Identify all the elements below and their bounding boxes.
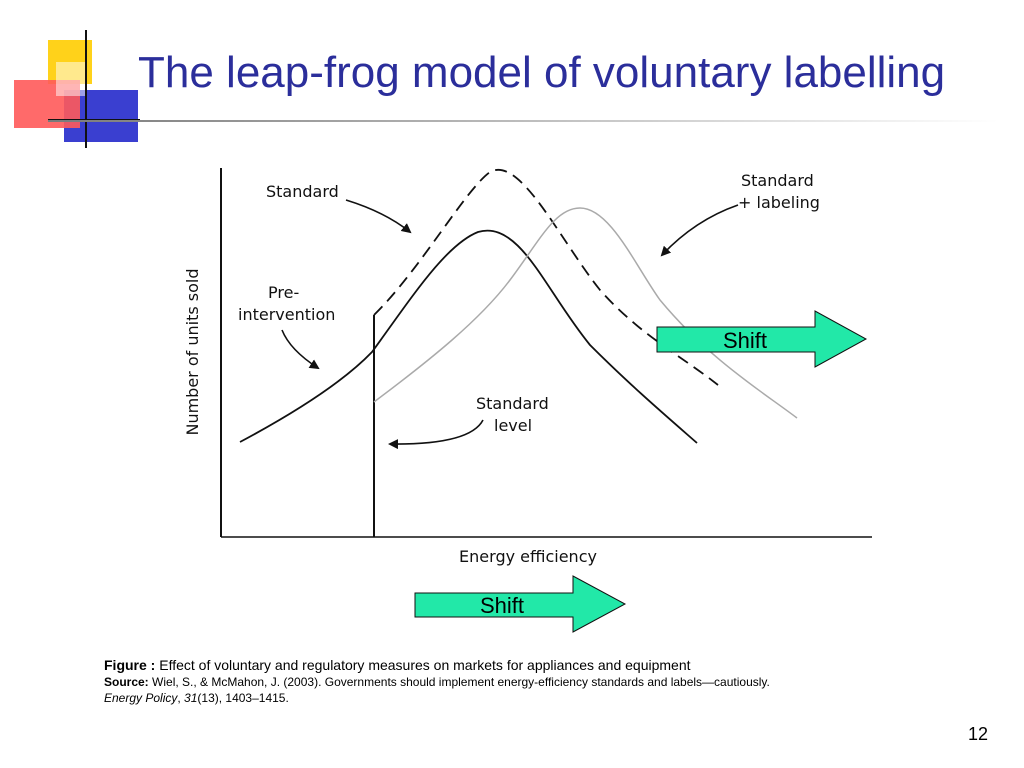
caption-source-label: Source: — [104, 675, 149, 689]
label-pre-intervention-1: Pre- — [268, 283, 299, 302]
caption-figure-label: Figure : — [104, 657, 156, 673]
standard-labeling-curve — [373, 207, 798, 419]
shift-arrow-bottom-label: Shift — [480, 593, 524, 618]
caption-journal-line: Energy Policy, 31(13), 1403–1415. — [104, 690, 770, 706]
label-standard: Standard — [266, 182, 339, 201]
label-standard-labeling-1: Standard — [741, 171, 814, 190]
pre-intervention-pointer-arrow — [281, 329, 320, 370]
label-standard-level-2: level — [494, 416, 532, 435]
x-axis-label: Energy efficiency — [459, 547, 597, 566]
caption-volume: 31 — [184, 691, 198, 705]
shift-arrow-top-label: Shift — [723, 328, 767, 353]
page-number: 12 — [968, 724, 989, 744]
shift-arrow-top: Shift — [656, 310, 868, 368]
figure-caption: Figure : Effect of voluntary and regulat… — [104, 656, 770, 706]
caption-journal: Energy Policy — [104, 691, 178, 705]
title-rule — [48, 120, 998, 122]
caption-comma: , — [177, 691, 185, 705]
standard-level-pointer-arrow — [388, 419, 484, 450]
label-standard-labeling-2: + labeling — [738, 193, 820, 212]
pre-intervention-curve — [239, 229, 698, 444]
shift-arrow-bottom: Shift — [414, 575, 627, 633]
caption-figure-line: Figure : Effect of voluntary and regulat… — [104, 656, 770, 674]
standard-pointer-arrow — [345, 199, 412, 234]
caption-source-text: Wiel, S., & McMahon, J. (2003). Governme… — [148, 675, 770, 689]
slide-title: The leap-frog model of voluntary labelli… — [138, 48, 946, 97]
caption-issue-pages: (13), 1403–1415. — [197, 691, 289, 705]
y-axis-label: Number of units sold — [183, 268, 202, 435]
label-standard-level-1: Standard — [476, 394, 549, 413]
standard-curve — [373, 168, 719, 386]
caption-source-line: Source: Wiel, S., & McMahon, J. (2003). … — [104, 674, 770, 690]
standard-labeling-pointer-arrow — [660, 204, 739, 257]
caption-figure-text: Effect of voluntary and regulatory measu… — [155, 657, 691, 673]
label-pre-intervention-2: intervention — [238, 305, 335, 324]
